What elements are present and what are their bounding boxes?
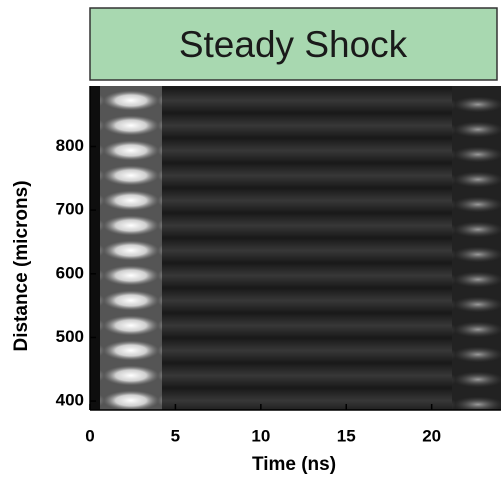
title-box — [89, 7, 498, 81]
x-tick-label: 5 — [171, 426, 180, 445]
x-tick-label: 0 — [85, 426, 94, 445]
y-tick-label: 400 — [56, 391, 84, 410]
x-tick-label: 20 — [422, 426, 441, 445]
y-tick-label: 600 — [56, 263, 84, 282]
x-tick-label: 10 — [251, 426, 270, 445]
y-tick-label: 500 — [56, 327, 84, 346]
y-axis-label: Distance (microns) — [11, 180, 32, 351]
chart-title: Steady Shock — [179, 24, 408, 65]
y-tick-label: 800 — [56, 136, 84, 155]
y-tick-label: 700 — [56, 200, 84, 219]
image-fringes — [452, 86, 501, 410]
x-axis-label: Time (ns) — [252, 454, 336, 475]
image-fringes — [100, 86, 162, 410]
image-fringes — [156, 86, 456, 410]
x-tick-label: 15 — [337, 426, 356, 445]
